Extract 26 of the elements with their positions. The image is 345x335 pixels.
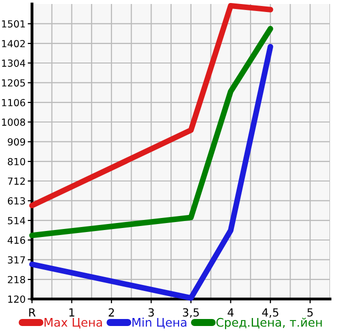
x-tick-label: 1 <box>69 308 74 316</box>
x-tick-label: 4 <box>228 308 234 316</box>
y-tick-label: 1205 <box>2 79 25 87</box>
y-tick-label: 1501 <box>2 20 25 28</box>
x-tick-label: 4,5 <box>262 308 278 318</box>
y-tick-label: 909 <box>8 138 26 146</box>
legend-label: Min Цена <box>132 318 186 328</box>
y-tick-label: 613 <box>8 197 25 205</box>
y-tick-label: 317 <box>8 256 25 264</box>
x-tick-label: 2 <box>108 308 114 316</box>
y-tick-label: 1106 <box>2 98 26 106</box>
x-tick-label: R <box>29 308 36 316</box>
y-tick-label: 514 <box>8 217 26 224</box>
y-tick-label: 1304 <box>2 59 26 67</box>
y-tick-label: 1008 <box>2 118 26 126</box>
y-tick-label: 712 <box>8 177 25 185</box>
x-tick-label: 3 <box>148 308 154 317</box>
y-tick-label: 1402 <box>2 40 25 48</box>
y-tick-label: 810 <box>8 158 26 166</box>
x-tick-label: 5 <box>307 308 313 317</box>
legend-label: Сред.Цена, т.йен <box>216 318 322 330</box>
legend-label: Max Цена <box>44 318 102 328</box>
x-tick-label: 3,5 <box>182 308 199 318</box>
y-tick-label: 120 <box>8 295 26 303</box>
y-tick-label: 218 <box>8 276 26 284</box>
y-tick-label: 416 <box>8 236 26 244</box>
